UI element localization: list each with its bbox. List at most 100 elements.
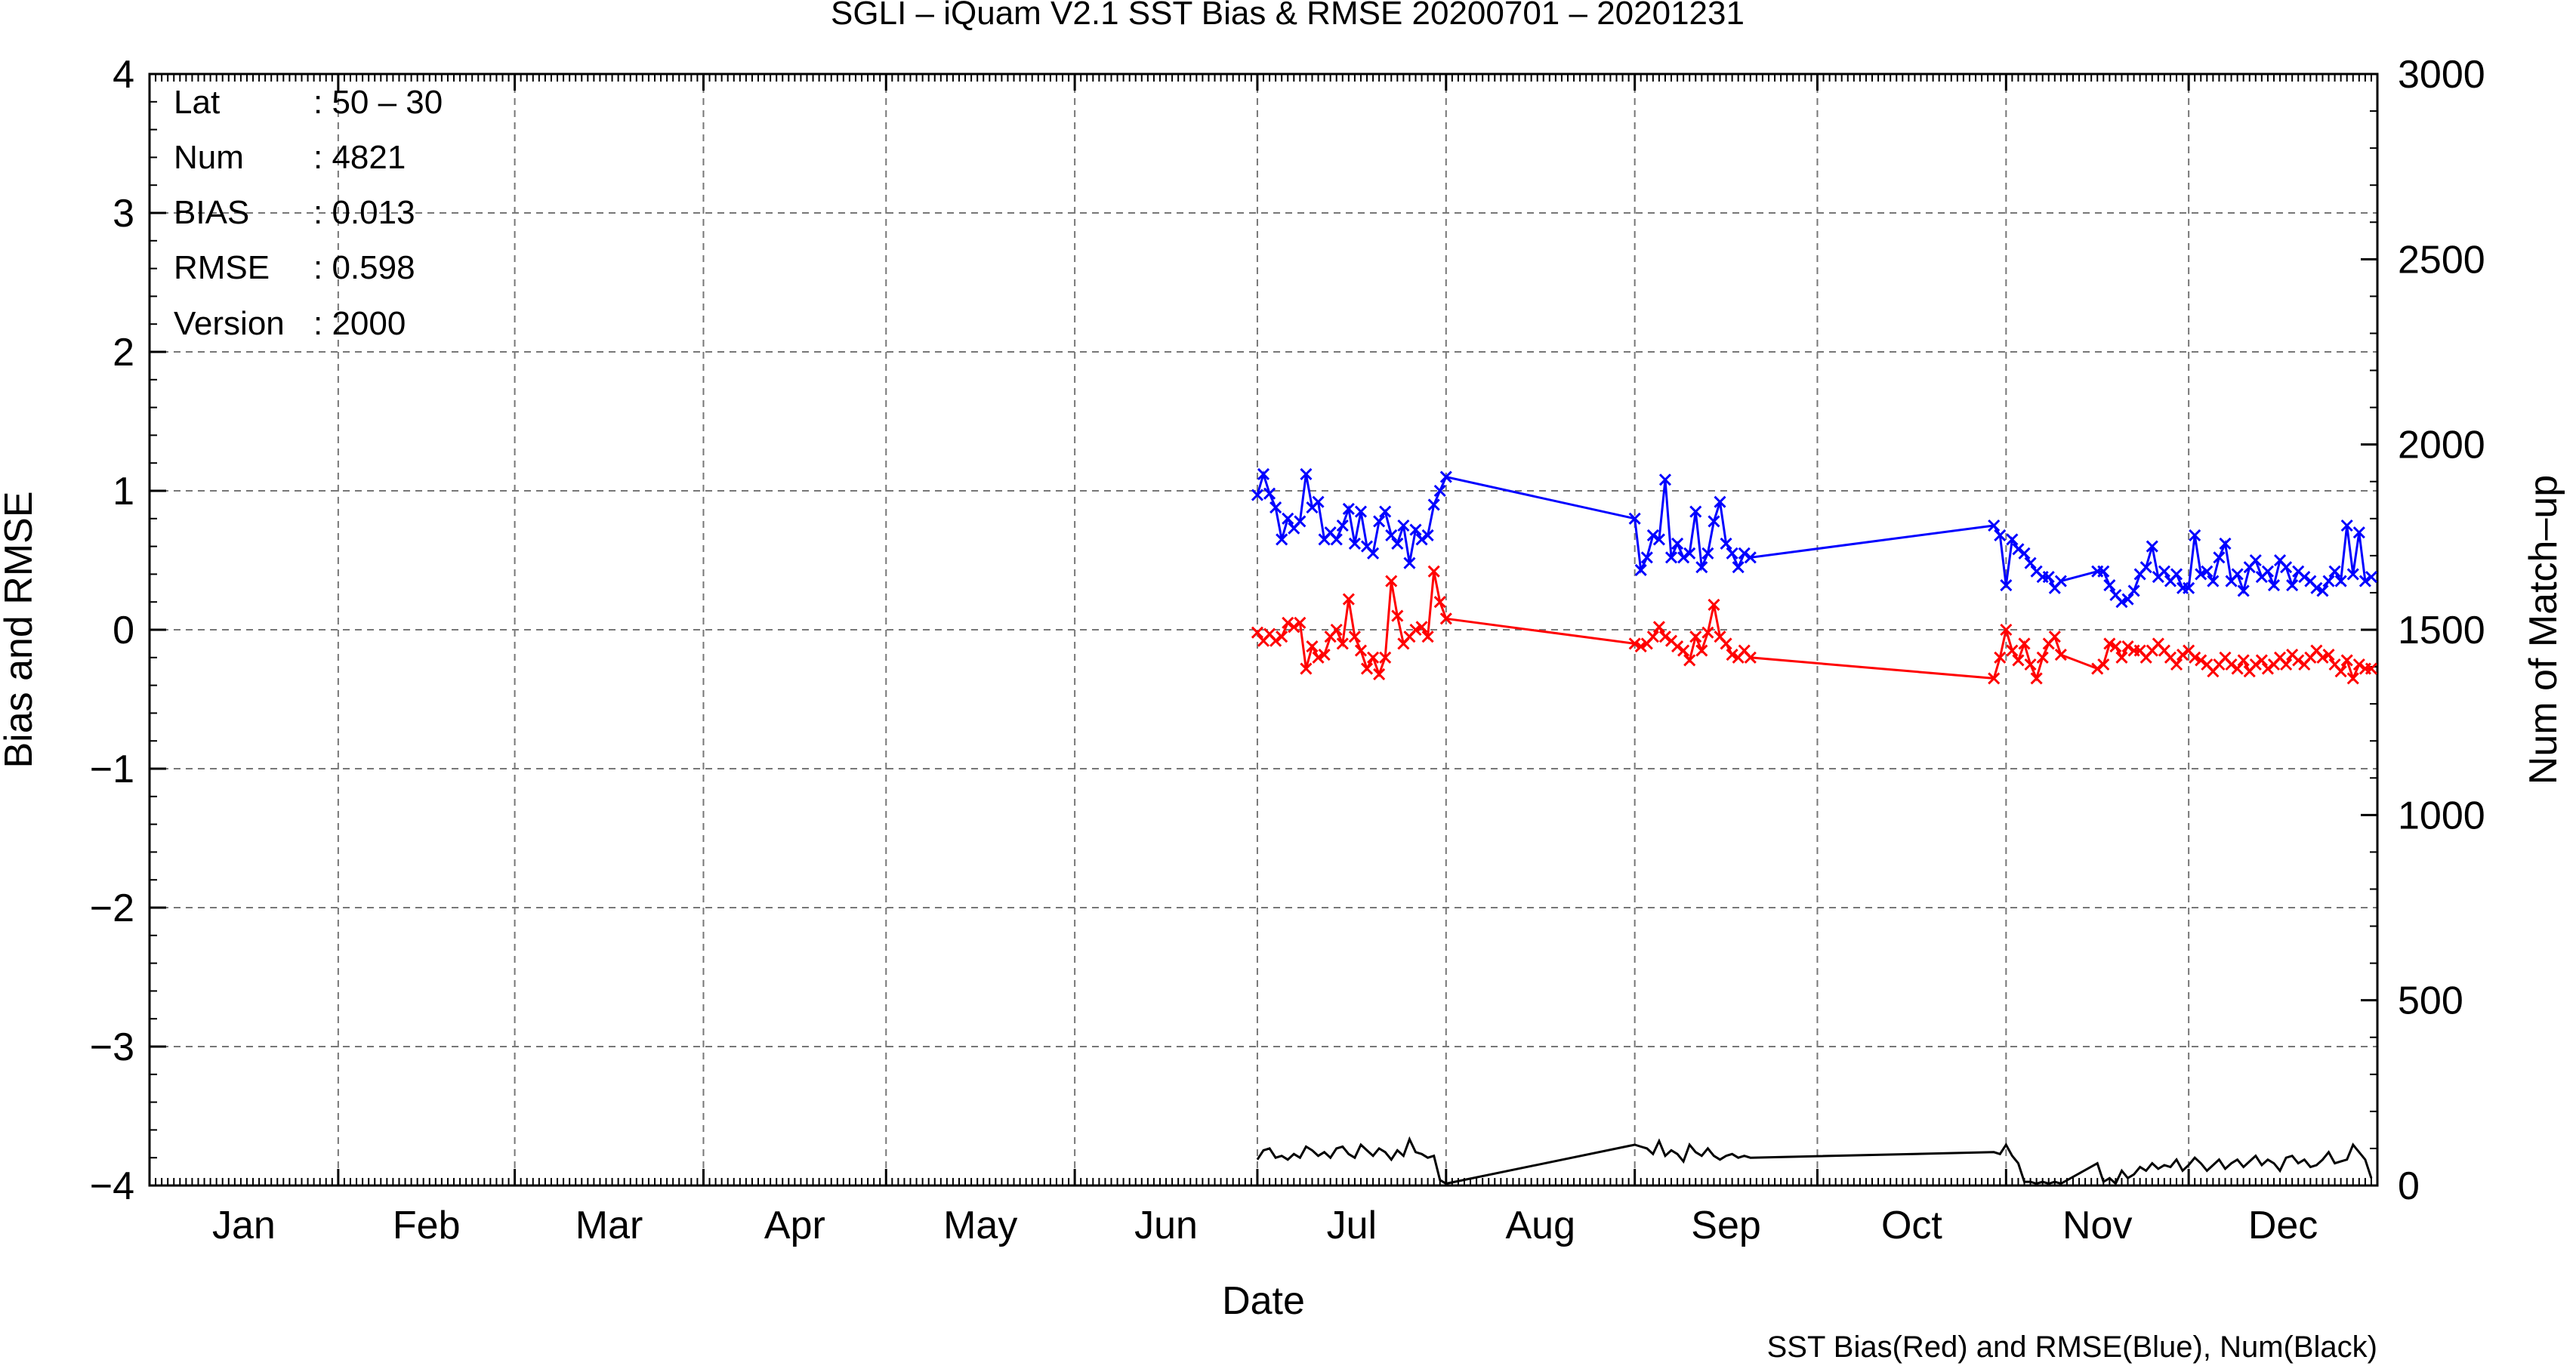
data-point bbox=[1708, 515, 1720, 528]
data-point bbox=[1409, 623, 1422, 637]
data-point bbox=[2322, 649, 2335, 661]
data-point bbox=[1403, 557, 1416, 569]
data-point bbox=[1701, 547, 1714, 560]
data-point bbox=[1415, 533, 1428, 546]
data-point bbox=[2109, 640, 2122, 653]
x-tick-label: Nov bbox=[2062, 1204, 2132, 1247]
stat-label-rmse: RMSE bbox=[174, 249, 270, 286]
data-point bbox=[2018, 637, 2031, 650]
data-point bbox=[1336, 519, 1349, 532]
y-axis-ticks: 4 3 2 1 0 −1 −2 −3 −4 bbox=[90, 53, 166, 1208]
data-point bbox=[1391, 537, 1404, 550]
data-point bbox=[1415, 621, 1428, 634]
data-point bbox=[1744, 651, 1757, 664]
data-point bbox=[1689, 505, 1702, 518]
data-point bbox=[2006, 533, 2019, 546]
data-point bbox=[2018, 547, 2031, 560]
x-tick-label: Jul bbox=[1327, 1204, 1377, 1247]
data-point bbox=[2170, 568, 2183, 581]
series-line bbox=[1256, 1136, 2373, 1186]
data-point bbox=[2207, 575, 2220, 587]
data-point bbox=[1373, 515, 1386, 528]
data-point bbox=[2176, 649, 2189, 661]
data-point bbox=[1646, 529, 1659, 541]
data-point bbox=[2310, 581, 2323, 594]
data-point bbox=[1714, 495, 1726, 508]
data-point bbox=[2054, 649, 2067, 661]
y-tick-label: 0 bbox=[113, 609, 134, 652]
minor-ticks bbox=[149, 73, 2378, 1186]
data-point bbox=[1628, 637, 1641, 650]
data-point bbox=[2115, 651, 2128, 664]
data-point bbox=[1988, 519, 2001, 532]
data-point bbox=[1330, 623, 1343, 637]
data-point bbox=[2000, 579, 2013, 592]
y2-tick-label: 0 bbox=[2398, 1164, 2420, 1208]
y2-tick-label: 1000 bbox=[2398, 794, 2485, 837]
data-point bbox=[1421, 631, 1434, 643]
data-point bbox=[2139, 561, 2152, 574]
data-point bbox=[1312, 651, 1325, 664]
data-point bbox=[2267, 579, 2281, 592]
data-point bbox=[2249, 553, 2262, 567]
x-tick-label: May bbox=[943, 1204, 1017, 1247]
data-point bbox=[1282, 512, 1294, 525]
data-point bbox=[2006, 644, 2019, 657]
data-point bbox=[1288, 621, 1300, 634]
data-point bbox=[1276, 631, 1288, 643]
data-point bbox=[2121, 640, 2134, 653]
data-point bbox=[1263, 487, 1276, 500]
data-point bbox=[1397, 519, 1410, 532]
data-point bbox=[1354, 505, 1368, 518]
stat-label-lat: Lat bbox=[174, 84, 220, 121]
data-point bbox=[2158, 565, 2170, 578]
data-point bbox=[1251, 626, 1264, 639]
data-point bbox=[1385, 575, 1398, 587]
data-point bbox=[2012, 543, 2025, 556]
y2-tick-label: 500 bbox=[2398, 979, 2463, 1023]
data-point bbox=[2195, 568, 2207, 581]
data-point bbox=[2121, 593, 2134, 606]
data-point bbox=[1634, 563, 1647, 576]
y2-tick-label: 1500 bbox=[2398, 609, 2485, 652]
data-point bbox=[1379, 505, 1392, 518]
data-point bbox=[2292, 654, 2305, 667]
chart-footnote: SST Bias(Red) and RMSE(Blue), Num(Black) bbox=[1767, 1330, 2377, 1364]
data-point bbox=[1671, 537, 1684, 550]
data-point bbox=[1677, 644, 1690, 657]
data-point bbox=[1744, 551, 1757, 564]
data-point bbox=[2225, 658, 2238, 671]
data-point bbox=[1367, 651, 1380, 664]
data-point bbox=[2261, 662, 2274, 675]
x-tick-label: Dec bbox=[2248, 1204, 2318, 1247]
data-point bbox=[1701, 626, 1714, 639]
data-point bbox=[1385, 529, 1398, 541]
data-point bbox=[1439, 612, 1452, 625]
data-point bbox=[1640, 551, 1653, 564]
data-point bbox=[1628, 512, 1641, 525]
data-point bbox=[2231, 662, 2244, 675]
data-point bbox=[2249, 658, 2262, 671]
data-point bbox=[2316, 651, 2329, 664]
data-point bbox=[2036, 651, 2049, 664]
data-point bbox=[2352, 658, 2365, 671]
data-point bbox=[2231, 568, 2244, 581]
data-point bbox=[1251, 489, 1264, 501]
data-point bbox=[1708, 598, 1720, 611]
data-point bbox=[2334, 575, 2347, 587]
data-point bbox=[2340, 519, 2353, 532]
data-point bbox=[2237, 654, 2250, 667]
x-tick-label: Jun bbox=[1134, 1204, 1198, 1247]
y-tick-label: −3 bbox=[90, 1025, 134, 1069]
data-series bbox=[1251, 467, 2378, 1186]
grid-lines bbox=[150, 74, 2377, 1186]
data-point bbox=[1720, 537, 1732, 550]
data-point bbox=[2340, 654, 2353, 667]
data-point bbox=[2280, 561, 2293, 574]
chart-title: SGLI – iQuam V2.1 SST Bias & RMSE 202007… bbox=[831, 0, 1745, 32]
y2-axis-ticks: 3000 2500 2000 1500 1000 500 0 bbox=[2361, 53, 2485, 1208]
data-point bbox=[1726, 547, 1738, 560]
data-point bbox=[2195, 654, 2207, 667]
x-axis-ticks: Jan Feb Mar Apr May Jun Jul Aug Sep Oct Nov Dec bbox=[148, 74, 2379, 1247]
